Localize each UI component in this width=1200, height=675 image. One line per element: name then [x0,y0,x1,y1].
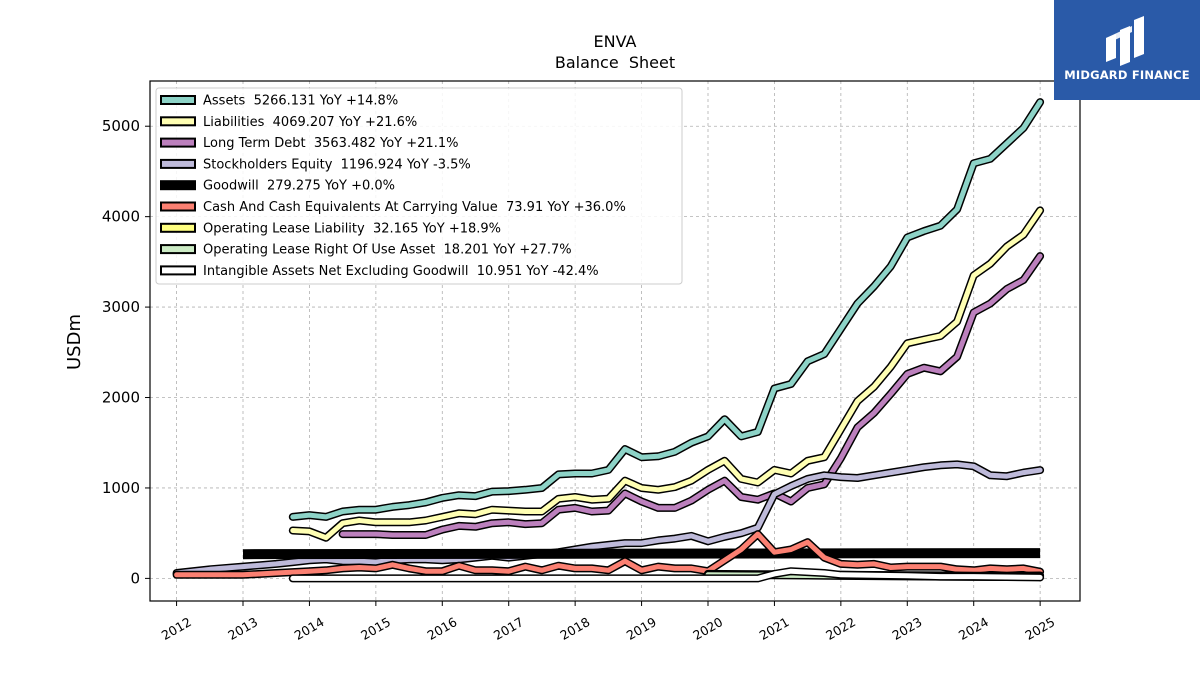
y-tick-label: 4000 [102,208,140,226]
x-tick-label: 2020 [690,614,725,643]
legend-label: Stockholders Equity 1196.924 YoY -3.5% [203,157,471,172]
series-line-stroke [290,207,1043,541]
x-tick-label: 2017 [491,614,526,643]
legend-label: Liabilities 4069.207 YoY +21.6% [203,115,417,130]
x-tick-label: 2021 [757,614,792,643]
y-axis-ticks: 0 1000 2000 3000 4000 5000 [102,117,150,587]
legend-swatch [160,116,196,127]
logo-text: MIDGARD FINANCE [1064,68,1190,82]
series-line [172,460,1045,577]
chart-subtitle: Balance Sheet [555,53,675,72]
x-tick-label: 2023 [890,614,925,643]
y-tick-label: 3000 [102,298,140,316]
legend-swatch [160,201,196,212]
series-lines [172,98,1045,583]
legend-label: Long Term Debt 3563.482 YoY +21.1% [203,136,458,151]
legend-label: Operating Lease Right Of Use Asset 18.20… [203,243,572,258]
plot-frame [149,80,1081,602]
x-tick-label: 2018 [557,614,592,643]
series-line-stroke [174,531,1043,578]
series-line-stroke [290,99,1043,520]
legend-swatch [160,244,196,255]
legend-label: Assets 5266.131 YoY +14.8% [203,94,398,109]
chart-title: ENVA [594,32,637,51]
series-line [172,530,1045,579]
x-tick-label: 2012 [159,614,194,643]
series-line-stroke [290,568,1043,581]
series-line [288,567,1045,583]
x-tick-label: 2014 [292,614,327,643]
x-tick-label: 2019 [624,614,659,643]
series-line-stroke [174,461,1043,576]
y-tick-label: 1000 [102,479,140,497]
legend-label: Cash And Cash Equivalents At Carrying Va… [203,200,626,215]
x-tick-label: 2015 [358,614,393,643]
series-line [288,98,1045,521]
midgard-logo-icon [1106,16,1144,66]
legend-label: Operating Lease Liability 32.165 YoY +18… [203,221,501,236]
series-line [288,206,1045,542]
legend: Assets 5266.131 YoY +14.8% Liabilities 40… [155,87,683,285]
x-tick-label: 2022 [823,614,858,643]
y-axis-label: USDm [64,314,85,370]
legend-label: Goodwill 279.275 YoY +0.0% [203,179,395,194]
legend-swatch [160,180,196,191]
logo: MIDGARD FINANCE [1054,0,1200,100]
y-tick-label: 2000 [102,389,140,407]
legend-swatch [160,158,196,169]
series-line [338,252,1045,539]
x-tick-label: 2024 [956,614,991,643]
y-tick-label: 0 [130,569,140,587]
x-tick-label: 2016 [425,614,460,643]
legend-swatch [160,222,196,233]
series-line-stroke [340,253,1043,538]
y-tick-label: 5000 [102,117,140,135]
series-line-goodwill [242,548,1041,560]
legend-swatch [160,95,196,105]
x-axis-ticks: 2012 2013 2014 2015 2016 2017 2018 2019 2020 2021… [159,601,1057,643]
legend-swatch [160,137,196,148]
legend-label: Intangible Assets Net Excluding Goodwill… [203,264,599,279]
legend-swatch [160,265,196,276]
x-tick-label: 2025 [1022,614,1057,643]
x-tick-label: 2013 [225,614,260,643]
legend-box [155,87,683,285]
